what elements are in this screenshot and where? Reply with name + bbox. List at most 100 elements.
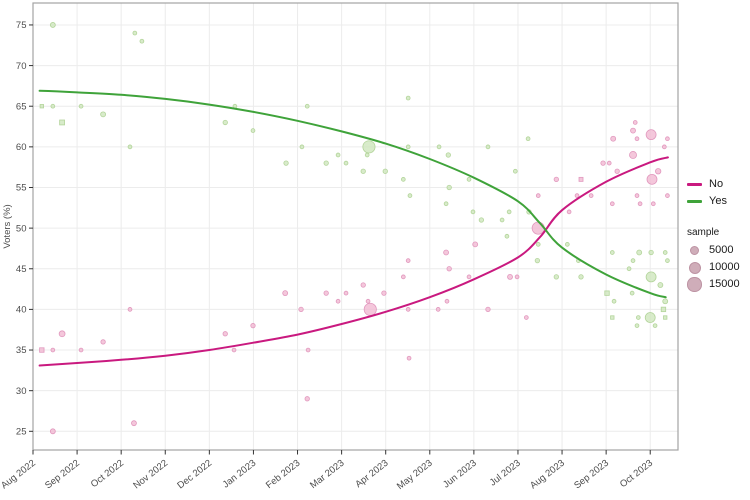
data-point-yes xyxy=(78,103,84,109)
data-point-no xyxy=(566,209,572,215)
data-point-no xyxy=(343,290,349,296)
sample-size-dot-small xyxy=(689,245,700,256)
x-tick-label: Dec 2022 xyxy=(175,458,214,492)
size-dot-box xyxy=(687,245,702,256)
data-point-no xyxy=(507,273,513,280)
data-point-yes xyxy=(222,119,228,126)
y-axis-title: Voters (%) xyxy=(2,204,13,248)
data-point-no xyxy=(588,193,594,198)
data-point-yes xyxy=(636,249,643,256)
data-point-yes xyxy=(360,168,366,174)
data-point-no xyxy=(400,274,406,280)
data-point-no xyxy=(406,355,412,361)
data-point-yes xyxy=(512,168,518,174)
x-tick-label: Apr 2023 xyxy=(353,458,390,490)
data-point-yes xyxy=(565,242,570,247)
data-point-no xyxy=(222,331,228,337)
data-point-yes xyxy=(665,258,670,263)
yes-line-swatch xyxy=(687,200,702,203)
data-point-yes xyxy=(299,144,305,150)
data-point-yes xyxy=(445,152,451,158)
legend-label-yes: Yes xyxy=(709,195,727,207)
data-point-yes xyxy=(534,257,540,264)
x-tick-label: Aug 2022 xyxy=(0,458,38,492)
y-tick-label: 45 xyxy=(16,264,27,275)
data-point-no xyxy=(524,315,529,320)
trend-line-no xyxy=(38,156,669,367)
data-point-no xyxy=(304,396,310,402)
y-tick-label: 30 xyxy=(16,386,27,397)
x-tick-label: Feb 2023 xyxy=(264,458,302,491)
data-point-no xyxy=(665,193,670,198)
data-point-no xyxy=(634,136,640,142)
size-legend-item-5000: 5000 xyxy=(687,242,749,259)
size-label-10000: 10000 xyxy=(709,261,740,273)
data-point-yes xyxy=(362,140,376,154)
data-point-yes xyxy=(382,168,388,174)
data-point-yes xyxy=(59,119,65,126)
data-point-yes xyxy=(644,312,656,323)
data-point-no xyxy=(363,302,377,316)
data-point-no xyxy=(381,290,387,296)
data-point-yes xyxy=(506,209,512,215)
x-tick-label: Aug 2023 xyxy=(528,458,567,492)
data-point-no xyxy=(665,136,670,142)
data-point-no xyxy=(405,307,411,312)
y-tick-label: 60 xyxy=(16,142,27,153)
data-point-yes xyxy=(504,233,510,239)
y-tick-label: 25 xyxy=(16,427,27,438)
data-point-no xyxy=(435,307,441,312)
data-point-yes xyxy=(630,258,636,263)
data-point-yes xyxy=(364,152,370,158)
data-point-no xyxy=(231,347,237,353)
data-point-yes xyxy=(478,217,485,223)
legend-item-no: No xyxy=(687,176,749,193)
size-legend-item-15000: 15000 xyxy=(687,276,749,293)
x-tick-label: Jul 2023 xyxy=(488,458,523,489)
data-point-yes xyxy=(335,152,341,158)
data-point-yes xyxy=(660,306,667,313)
plot-panel xyxy=(33,3,678,450)
data-point-no xyxy=(49,428,56,435)
data-point-no xyxy=(443,249,449,256)
data-point-no xyxy=(634,193,640,198)
data-point-no xyxy=(637,201,643,207)
size-dot-box xyxy=(687,261,702,274)
data-point-yes xyxy=(49,22,56,28)
data-point-no xyxy=(323,290,329,296)
data-point-yes xyxy=(535,242,541,247)
data-point-no xyxy=(614,168,620,174)
data-point-yes xyxy=(446,184,452,191)
data-point-no xyxy=(282,290,289,297)
size-label-5000: 5000 xyxy=(709,244,734,256)
data-point-yes xyxy=(470,209,476,215)
size-legend-title: sample xyxy=(687,227,720,238)
data-point-no xyxy=(50,347,56,353)
data-point-yes xyxy=(611,298,617,304)
data-point-no xyxy=(472,241,479,248)
data-point-no xyxy=(606,160,612,166)
data-point-yes xyxy=(525,136,531,142)
x-tick-label: Oct 2023 xyxy=(618,458,655,490)
data-point-yes xyxy=(304,103,310,109)
data-point-no xyxy=(630,127,636,134)
y-tick-label: 65 xyxy=(16,101,27,112)
sample-size-dot-large xyxy=(687,277,702,292)
data-point-no xyxy=(645,129,657,141)
data-point-no xyxy=(100,339,106,345)
data-point-no xyxy=(446,266,452,272)
data-point-yes xyxy=(407,193,413,198)
size-legend-item-10000: 10000 xyxy=(687,259,749,276)
data-point-yes xyxy=(662,250,668,255)
data-point-yes xyxy=(283,160,289,166)
size-label-15000: 15000 xyxy=(709,278,740,290)
data-point-no xyxy=(250,323,256,329)
y-tick-label: 55 xyxy=(16,183,27,194)
data-point-yes xyxy=(629,290,635,296)
legend: No Yes sample 5000 10000 15000 xyxy=(687,176,749,293)
data-point-no xyxy=(650,201,656,207)
data-point-yes xyxy=(39,104,44,109)
x-tick-label: May 2023 xyxy=(395,458,435,492)
trend-line-yes xyxy=(38,89,667,299)
